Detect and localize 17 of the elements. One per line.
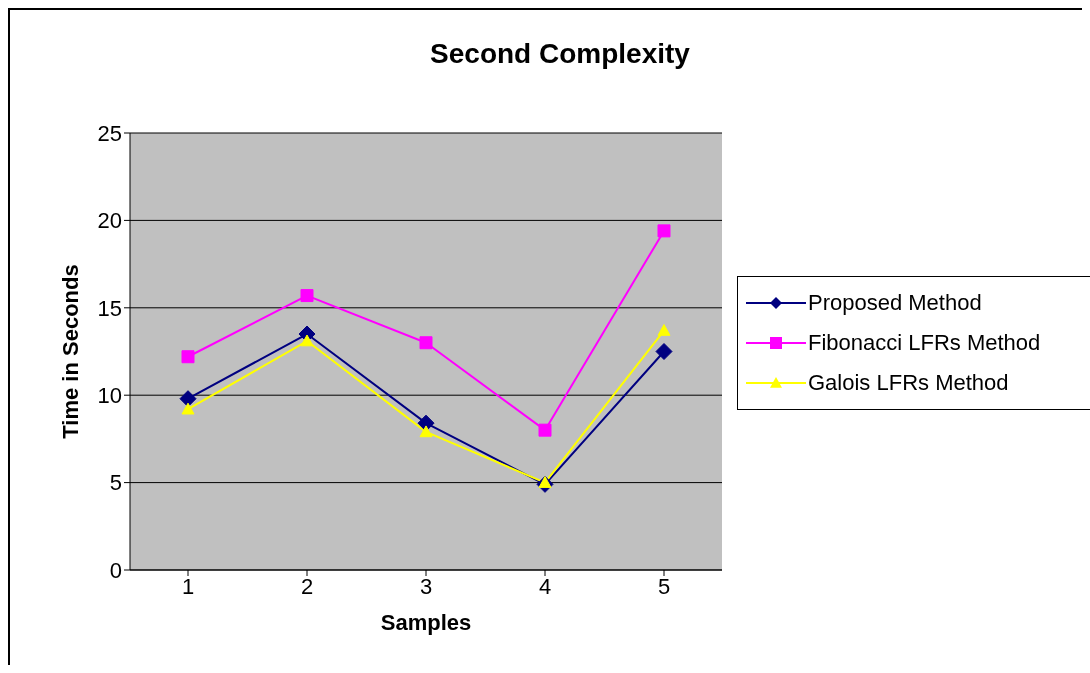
x-tick-label: 5 <box>657 573 671 599</box>
legend-label: Galois LFRs Method <box>808 370 1009 396</box>
x-axis-title: Samples <box>380 610 472 635</box>
y-tick-label: 25 <box>97 120 122 146</box>
x-tick-label: 2 <box>300 573 314 599</box>
y-tick-label: 15 <box>97 295 122 321</box>
y-tick-label: 20 <box>97 208 122 234</box>
chart-title: Second Complexity <box>429 38 691 70</box>
y-tick-label: 0 <box>109 557 122 583</box>
x-tick-label: 3 <box>419 573 433 599</box>
x-tick-label: 1 <box>181 573 195 599</box>
y-tick-label: 5 <box>109 470 122 496</box>
y-axis-title: Time in Seconds <box>57 264 83 439</box>
legend-label: Fibonacci LFRs Method <box>808 330 1041 356</box>
x-tick-label: 4 <box>538 573 552 599</box>
y-tick-label: 10 <box>97 383 122 409</box>
legend-label: Proposed Method <box>808 290 982 316</box>
